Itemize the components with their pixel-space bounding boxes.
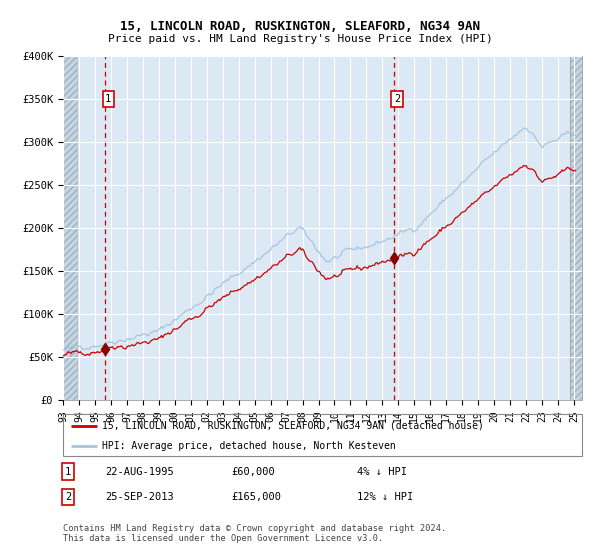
Text: HPI: Average price, detached house, North Kesteven: HPI: Average price, detached house, Nort… bbox=[102, 441, 395, 451]
Text: 12% ↓ HPI: 12% ↓ HPI bbox=[357, 492, 413, 502]
Text: 15, LINCOLN ROAD, RUSKINGTON, SLEAFORD, NG34 9AN: 15, LINCOLN ROAD, RUSKINGTON, SLEAFORD, … bbox=[120, 20, 480, 33]
Text: 2: 2 bbox=[394, 94, 400, 104]
Text: 25-SEP-2013: 25-SEP-2013 bbox=[105, 492, 174, 502]
Text: 2: 2 bbox=[65, 492, 71, 502]
Text: 1: 1 bbox=[65, 466, 71, 477]
Text: 4% ↓ HPI: 4% ↓ HPI bbox=[357, 466, 407, 477]
Text: 22-AUG-1995: 22-AUG-1995 bbox=[105, 466, 174, 477]
Text: £165,000: £165,000 bbox=[231, 492, 281, 502]
Bar bbox=[570, 56, 582, 400]
Text: Price paid vs. HM Land Registry's House Price Index (HPI): Price paid vs. HM Land Registry's House … bbox=[107, 34, 493, 44]
Text: 1: 1 bbox=[105, 94, 112, 104]
Bar bbox=[63, 56, 77, 400]
Text: Contains HM Land Registry data © Crown copyright and database right 2024.
This d: Contains HM Land Registry data © Crown c… bbox=[63, 524, 446, 543]
Text: 15, LINCOLN ROAD, RUSKINGTON, SLEAFORD, NG34 9AN (detached house): 15, LINCOLN ROAD, RUSKINGTON, SLEAFORD, … bbox=[102, 421, 484, 431]
Text: £60,000: £60,000 bbox=[231, 466, 275, 477]
